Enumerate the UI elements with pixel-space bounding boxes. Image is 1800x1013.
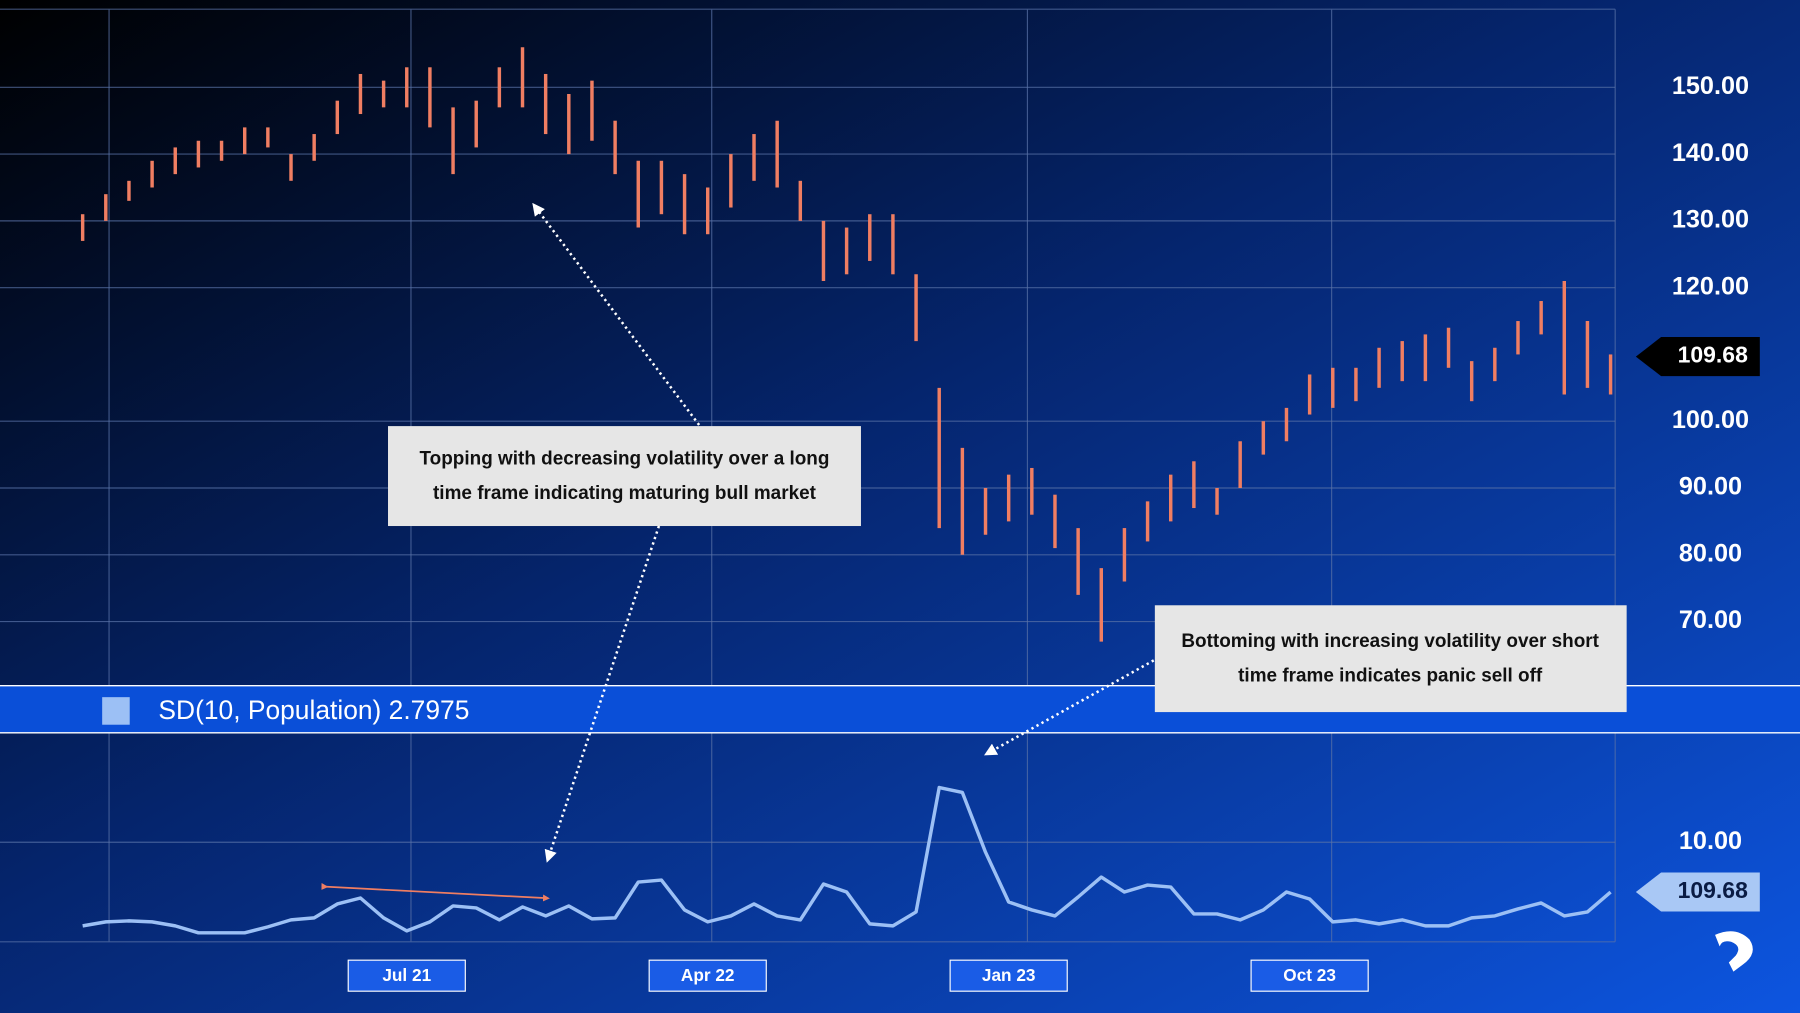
annotation-text: Topping with decreasing volatility over …	[420, 448, 830, 469]
legend-label: SD(10, Population) 2.7975	[158, 695, 469, 725]
y-tick-label: 80.00	[1679, 539, 1742, 567]
annotation-text: Bottoming with increasing volatility ove…	[1181, 631, 1599, 652]
x-tick-box	[347, 959, 466, 992]
price-marker-label: 109.68	[1678, 342, 1748, 368]
y-tick-label: 100.00	[1672, 406, 1749, 434]
vertical-grid	[0, 8, 1616, 943]
value-marker-label: 109.68	[1678, 877, 1748, 903]
y-tick-label: 150.00	[1672, 72, 1749, 100]
x-tick-box	[648, 959, 767, 992]
x-tick-label: Oct 23	[1283, 965, 1336, 985]
logo	[1715, 931, 1753, 972]
x-tick-label: Apr 22	[681, 965, 735, 985]
y-tick-label: 130.00	[1672, 206, 1749, 234]
trend-line	[321, 883, 550, 902]
y-tick-label: 140.00	[1672, 139, 1749, 167]
annotation-text: time frame indicates panic sell off	[1238, 665, 1543, 686]
annotation-text: time frame indicating maturing bull mark…	[433, 483, 817, 504]
x-tick-label: Jan 23	[982, 965, 1036, 985]
legend-swatch	[102, 697, 130, 725]
x-tick-box	[949, 959, 1068, 992]
x-tick-box	[1250, 959, 1369, 992]
value-marker	[1635, 872, 1760, 912]
arrows	[532, 202, 1155, 863]
x-tick-label: Jul 21	[382, 965, 431, 985]
y-tick-label: 120.00	[1672, 272, 1749, 300]
y-tick-label: 90.00	[1679, 473, 1742, 501]
price-marker	[1635, 337, 1760, 377]
y-tick-label: 70.00	[1679, 606, 1742, 634]
annotation-box	[1154, 605, 1627, 713]
sd-line	[82, 785, 1612, 935]
annotation-box	[388, 426, 861, 527]
y-tick-label: 10.00	[1679, 827, 1742, 855]
